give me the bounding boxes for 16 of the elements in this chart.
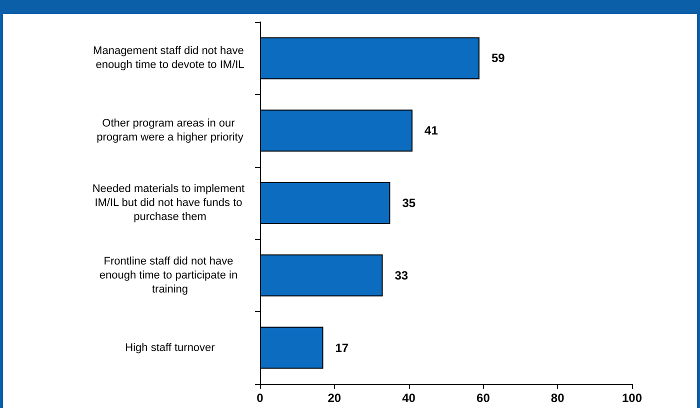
y-tick-label: High staff turnover (125, 342, 216, 354)
x-tick-label: 40 (402, 391, 416, 405)
y-tick-label: Management staff did not have enough time to devote to IM/IL (93, 45, 247, 72)
data-label: 59 (491, 51, 506, 66)
data-label: 35 (402, 196, 416, 210)
x-tick-label: 80 (550, 391, 565, 405)
y-tick-label: Needed materials to implement IM/IL but did not have funds to purchase them (92, 183, 248, 223)
x-tick-label: 100 (622, 391, 642, 405)
x-tick-label: 0 (256, 391, 264, 405)
y-tick-label: Other program areas in our program were a higher priority (96, 118, 244, 144)
x-tick-label: 60 (476, 391, 490, 405)
data-label: 41 (424, 124, 438, 138)
x-tick-label: 20 (328, 391, 342, 405)
y-tick-label: Frontline staff did not have enough time to participate in training (99, 255, 241, 296)
data-label: 33 (394, 268, 408, 282)
data-label: 17 (335, 340, 349, 355)
